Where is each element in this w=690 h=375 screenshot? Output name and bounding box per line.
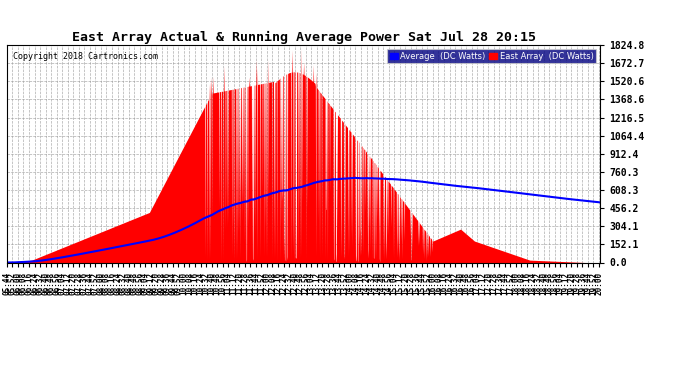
Text: Copyright 2018 Cartronics.com: Copyright 2018 Cartronics.com: [13, 51, 158, 60]
Title: East Array Actual & Running Average Power Sat Jul 28 20:15: East Array Actual & Running Average Powe…: [72, 31, 535, 44]
Legend: Average  (DC Watts), East Array  (DC Watts): Average (DC Watts), East Array (DC Watts…: [387, 49, 596, 63]
